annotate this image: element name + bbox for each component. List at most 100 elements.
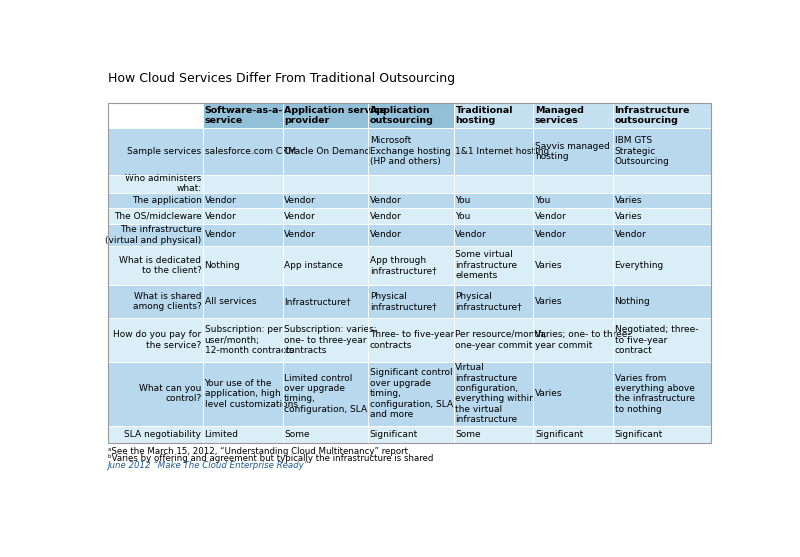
Bar — [534, 103, 613, 128]
Text: Vendor: Vendor — [370, 231, 402, 240]
Bar — [368, 128, 454, 175]
Bar — [282, 319, 368, 361]
Text: Vendor: Vendor — [205, 231, 236, 240]
Bar — [282, 361, 368, 426]
Bar — [454, 246, 534, 285]
Bar — [454, 208, 534, 224]
Bar — [368, 319, 454, 361]
Bar — [108, 175, 203, 193]
Text: ᵇVaries by offering and agreement but typically the infrastructure is shared: ᵇVaries by offering and agreement but ty… — [108, 454, 433, 463]
Text: salesforce.com CRM: salesforce.com CRM — [205, 147, 296, 156]
Text: June 2012 “Make The Cloud Enterprise Ready”: June 2012 “Make The Cloud Enterprise Rea… — [108, 461, 309, 470]
Bar — [613, 175, 710, 193]
Bar — [282, 128, 368, 175]
Text: Varies: Varies — [535, 261, 562, 270]
Text: 1&1 Internet hosting: 1&1 Internet hosting — [455, 147, 550, 156]
Bar — [203, 128, 282, 175]
Bar — [203, 426, 282, 443]
Text: Application
outsourcing: Application outsourcing — [370, 106, 434, 125]
Text: Limited: Limited — [205, 430, 238, 439]
Text: Vendor: Vendor — [370, 196, 402, 205]
Bar — [613, 285, 710, 319]
Bar — [454, 103, 534, 128]
Text: Vendor: Vendor — [284, 196, 316, 205]
Text: IBM GTS
Strategic
Outsourcing: IBM GTS Strategic Outsourcing — [614, 136, 670, 166]
Bar — [613, 246, 710, 285]
Bar — [108, 224, 203, 246]
Text: The OS/midcleware: The OS/midcleware — [114, 212, 202, 221]
Text: Everything: Everything — [614, 261, 664, 270]
Text: Software-as-a-
service: Software-as-a- service — [205, 106, 283, 125]
Bar — [454, 426, 534, 443]
Bar — [454, 361, 534, 426]
Text: Sample services: Sample services — [127, 147, 202, 156]
Bar — [282, 103, 368, 128]
Bar — [282, 193, 368, 208]
Text: Who administers
what:: Who administers what: — [126, 174, 202, 193]
Bar — [282, 175, 368, 193]
Text: How Cloud Services Differ From Traditional Outsourcing: How Cloud Services Differ From Tradition… — [108, 72, 455, 85]
Text: App through
infrastructure†: App through infrastructure† — [370, 256, 436, 275]
Text: Nothing: Nothing — [614, 297, 650, 306]
Bar — [108, 319, 203, 361]
Text: You: You — [455, 212, 470, 221]
Text: Vendor: Vendor — [370, 212, 402, 221]
Bar — [203, 175, 282, 193]
Bar — [282, 208, 368, 224]
Text: Vendor: Vendor — [614, 231, 646, 240]
Bar — [534, 426, 613, 443]
Text: Nothing: Nothing — [205, 261, 240, 270]
Bar — [108, 426, 203, 443]
Text: SLA negotiability: SLA negotiability — [125, 430, 202, 439]
Text: Savvis managed
hosting: Savvis managed hosting — [535, 141, 610, 161]
Bar — [368, 285, 454, 319]
Text: The infrastructure
(virtual and physical): The infrastructure (virtual and physical… — [106, 225, 202, 245]
Bar — [454, 224, 534, 246]
Text: Limited control
over upgrade
timing,
configuration, SLA: Limited control over upgrade timing, con… — [284, 374, 367, 414]
Text: What is dedicated
to the client?: What is dedicated to the client? — [119, 256, 202, 275]
Text: Some: Some — [455, 430, 481, 439]
Bar — [203, 285, 282, 319]
Bar — [454, 175, 534, 193]
Text: Varies from
everything above
the infrastructure
to nothing: Varies from everything above the infrast… — [614, 374, 694, 414]
Text: Application service
provider: Application service provider — [284, 106, 386, 125]
Bar — [368, 224, 454, 246]
Text: You: You — [455, 196, 470, 205]
Text: Subscription: per
user/month;
12-month contracts: Subscription: per user/month; 12-month c… — [205, 325, 294, 355]
Text: Some virtual
infrastructure
elements: Some virtual infrastructure elements — [455, 251, 518, 280]
Text: Some: Some — [284, 430, 310, 439]
Text: All services: All services — [205, 297, 256, 306]
Text: Vendor: Vendor — [455, 231, 487, 240]
Bar — [368, 175, 454, 193]
Text: What can you
control?: What can you control? — [139, 384, 202, 403]
Bar — [454, 319, 534, 361]
Text: What is shared
among clients?: What is shared among clients? — [133, 292, 202, 311]
Bar — [203, 361, 282, 426]
Bar — [368, 361, 454, 426]
Bar — [613, 103, 710, 128]
Text: Vendor: Vendor — [205, 196, 236, 205]
Text: App instance: App instance — [284, 261, 343, 270]
Text: Virtual
infrastructure
configuration,
everything within
the virtual
infrastructu: Virtual infrastructure configuration, ev… — [455, 363, 535, 424]
Text: Significant: Significant — [370, 430, 418, 439]
Bar — [534, 361, 613, 426]
Bar — [534, 224, 613, 246]
Bar — [534, 208, 613, 224]
Bar — [282, 426, 368, 443]
Bar — [368, 208, 454, 224]
Bar — [368, 193, 454, 208]
Text: The application: The application — [131, 196, 202, 205]
Text: Physical
infrastructure†: Physical infrastructure† — [370, 292, 436, 311]
Bar — [613, 361, 710, 426]
Bar — [203, 246, 282, 285]
Bar — [108, 193, 203, 208]
Text: Varies: Varies — [614, 196, 642, 205]
Bar — [282, 224, 368, 246]
Text: Three- to five-year
contracts: Three- to five-year contracts — [370, 330, 454, 350]
Text: Negotiated; three-
to five-year
contract: Negotiated; three- to five-year contract — [614, 325, 698, 355]
Bar — [203, 224, 282, 246]
Text: You: You — [535, 196, 550, 205]
Bar — [613, 128, 710, 175]
Bar — [613, 193, 710, 208]
Text: How do you pay for
the service?: How do you pay for the service? — [114, 330, 202, 350]
